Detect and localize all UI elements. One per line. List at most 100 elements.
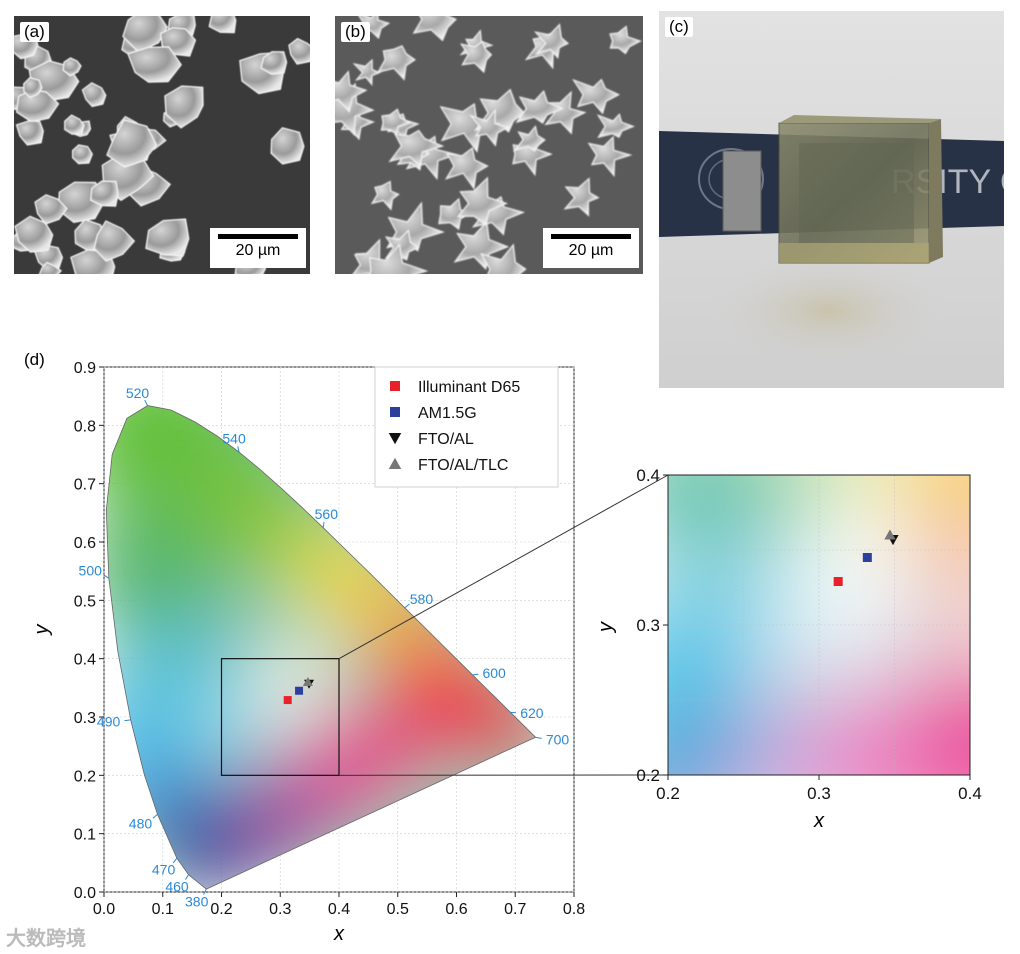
sem-image-a: (a) 20 µm [14, 16, 310, 274]
marker-fto-al-tlc [388, 457, 402, 469]
legend: Illuminant D65 AM1.5G FTO/AL FTO/AL/TLC [374, 366, 559, 488]
inset-x-tick-label: 0.4 [958, 784, 982, 803]
wavelength-label: 560 [315, 506, 339, 522]
wavelength-label: 520 [126, 385, 150, 401]
wavelength-tick [237, 446, 240, 453]
scale-bar-a: 20 µm [210, 228, 306, 268]
x-tick-label: 0.3 [269, 901, 291, 918]
scale-bar-label: 20 µm [235, 242, 281, 259]
wavelength-label: 620 [520, 705, 544, 721]
particle [380, 108, 412, 136]
particle [34, 194, 68, 225]
particle [376, 45, 416, 81]
marker-illuminant-d65 [833, 577, 843, 586]
y-tick-label: 0.6 [74, 535, 96, 552]
x-tick-label: 0.5 [387, 901, 409, 918]
scale-bar-line [551, 234, 631, 239]
particle [260, 51, 288, 75]
x-tick-label: 0.0 [93, 901, 115, 918]
legend-label: FTO/AL/TLC [418, 457, 508, 474]
x-tick-label: 0.4 [328, 901, 350, 918]
particle [122, 16, 168, 53]
y-tick-label: 0.5 [74, 593, 96, 610]
wavelength-tick [172, 857, 178, 864]
particle [288, 37, 310, 65]
y-tick-label: 0.4 [74, 652, 96, 669]
particle [609, 25, 642, 55]
particle [596, 113, 635, 139]
particle [208, 16, 237, 34]
wavelength-tick [322, 521, 325, 529]
wavelength-tick [535, 736, 542, 739]
particle [544, 90, 587, 135]
particle [480, 243, 527, 274]
particle [369, 243, 429, 274]
wavelength-label: 380 [185, 894, 209, 910]
particle [90, 180, 119, 207]
main-plot: 0.0 0.1 0.2 0.3 0.4 0.5 0.6 0.7 0.8 0.0 0.1 0.2 0.3 0… [31, 360, 585, 945]
wavelength-label: 600 [482, 665, 506, 681]
particle [93, 220, 136, 262]
particle [270, 127, 305, 165]
panel-label-b: (b) [341, 22, 370, 42]
x-tick-label: 0.7 [504, 901, 526, 918]
inset-fill [668, 475, 970, 775]
wavelength-tick [152, 814, 158, 819]
y-tick-label: 0.0 [74, 885, 96, 902]
particle [15, 120, 44, 146]
inset-x-axis-label: x [813, 810, 825, 832]
particle [106, 119, 158, 168]
y-tick-label: 0.3 [74, 710, 96, 727]
wavelength-label: 500 [79, 563, 103, 579]
legend-label: FTO/AL [418, 431, 474, 448]
scale-bar-b: 20 µm [543, 228, 639, 268]
particle [81, 82, 107, 108]
main-markers [283, 677, 315, 705]
x-tick-label: 0.1 [152, 901, 174, 918]
x-tick-label: 0.8 [563, 901, 585, 918]
spectral-locus [105, 405, 537, 890]
wavelength-label: 540 [222, 431, 246, 447]
device-photo-graphic: RSITY OX FO [659, 11, 1004, 388]
marker-illuminant-d65 [283, 696, 292, 705]
particle [71, 144, 93, 165]
particle [563, 177, 600, 217]
particle [335, 70, 368, 113]
inset-y-tick-label: 0.4 [636, 466, 660, 485]
particle [515, 90, 564, 124]
wavelength-tick [185, 874, 190, 880]
panel-label-a: (a) [20, 22, 49, 42]
wavelength-label: 460 [165, 878, 189, 894]
x-tick-label: 0.2 [210, 901, 232, 918]
sem-image-a-graphic [14, 16, 310, 274]
panel-label-c: (c) [665, 17, 693, 37]
wavelength-tick [144, 399, 148, 406]
particle [15, 89, 60, 123]
marker-fto-al-tlc [884, 529, 896, 540]
x-axis-label: x [333, 923, 345, 945]
wavelength-tick [472, 673, 479, 676]
particle [469, 108, 510, 147]
marker-illuminant-d65 [390, 381, 400, 391]
particle [370, 180, 400, 211]
wavelength-tick [203, 888, 207, 895]
particle [62, 57, 82, 77]
wavelength-label: 580 [410, 591, 434, 607]
marker-am1-5g [862, 553, 872, 562]
y-tick-label: 0.8 [74, 418, 96, 435]
y-tick-label: 0.9 [74, 360, 96, 377]
particle [438, 197, 471, 231]
legend-label: Illuminant D65 [418, 379, 520, 396]
particle [14, 215, 54, 253]
particle [64, 114, 85, 135]
inset-y-axis-label: y [595, 621, 617, 634]
y-axis-label: y [31, 624, 53, 637]
particle [533, 23, 569, 59]
particle [439, 102, 495, 154]
y-tick-label: 0.2 [74, 768, 96, 785]
particle [352, 58, 382, 87]
inset-ticks: 0.2 0.3 0.4 0.2 0.3 0.4 [636, 466, 981, 803]
particle [512, 125, 546, 152]
